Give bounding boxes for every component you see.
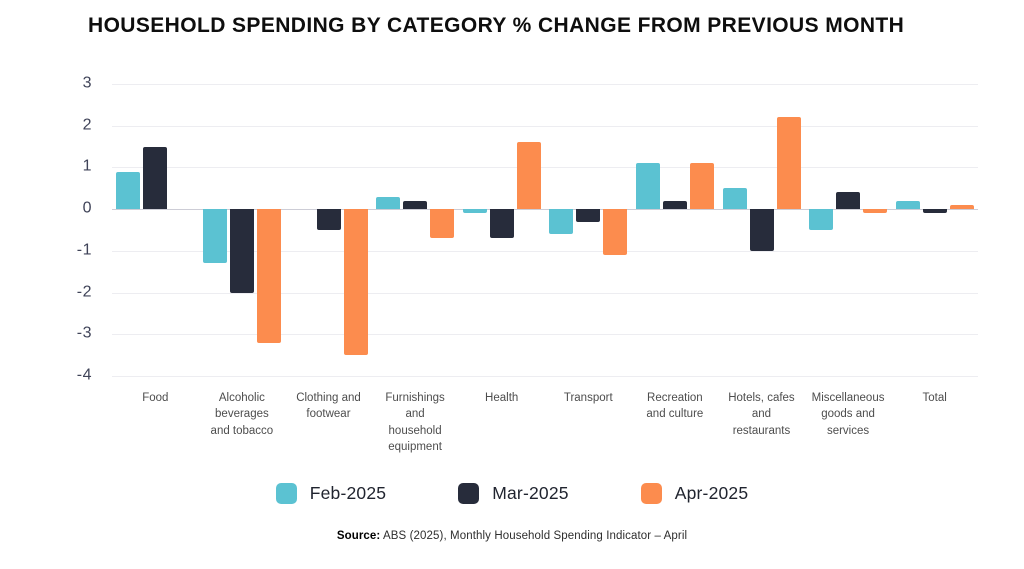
source-text: ABS (2025), Monthly Household Spending I… bbox=[380, 530, 688, 542]
x-axis-label-miscellaneous-goods-and-services: Miscellaneous goods and services bbox=[811, 392, 885, 437]
y-tick-label: 0 bbox=[82, 199, 92, 217]
bar-feb-2025-alcoholic-beverages-and-tobacco bbox=[202, 209, 227, 264]
y-tick-label: 1 bbox=[82, 158, 92, 176]
legend-swatch-mar-2025 bbox=[458, 483, 480, 504]
bar-feb-2025-recreation-and-culture bbox=[635, 163, 660, 210]
bar-feb-2025-hotels-cafes-and-restaurants bbox=[722, 188, 747, 210]
gridline bbox=[112, 125, 978, 127]
y-axis: 3 2 1 0 -1 -2 -3 -4 bbox=[52, 75, 102, 384]
bar-apr-2025-recreation-and-culture bbox=[689, 163, 714, 210]
y-tick-label: 2 bbox=[82, 116, 92, 134]
source-label: Source: bbox=[336, 530, 381, 542]
legend-swatch-apr-2025 bbox=[640, 483, 662, 504]
x-axis-label-health: Health bbox=[485, 392, 519, 404]
bar-apr-2025-miscellaneous-goods-and-services bbox=[863, 209, 888, 214]
bar-feb-2025-miscellaneous-goods-and-services bbox=[809, 209, 834, 230]
bar-mar-2025-health bbox=[489, 209, 514, 239]
gridline bbox=[112, 250, 978, 252]
bar-apr-2025-alcoholic-beverages-and-tobacco bbox=[256, 209, 281, 343]
x-axis-label-hotels-cafes-and-restaurants: Hotels, cafes and restaurants bbox=[728, 392, 795, 437]
x-axis-label-transport: Transport bbox=[563, 392, 613, 404]
chart-title: HOUSEHOLD SPENDING BY CATEGORY % CHANGE … bbox=[88, 14, 905, 37]
legend-item-feb-2025: Feb-2025 bbox=[275, 483, 387, 504]
y-tick-label: -4 bbox=[76, 366, 92, 384]
legend-swatch-feb-2025 bbox=[275, 483, 297, 504]
bar-mar-2025-clothing-and-footwear bbox=[316, 209, 341, 230]
gridline bbox=[112, 167, 978, 169]
gridline bbox=[112, 84, 978, 85]
bar-mar-2025-hotels-cafes-and-restaurants bbox=[749, 209, 774, 251]
legend-item-mar-2025: Mar-2025 bbox=[458, 483, 569, 504]
x-axis-label-total: Total bbox=[922, 392, 947, 404]
bar-feb-2025-transport bbox=[549, 209, 574, 235]
y-tick-label: -3 bbox=[76, 324, 92, 342]
bar-mar-2025-miscellaneous-goods-and-services bbox=[836, 192, 861, 210]
y-tick-label: -1 bbox=[76, 241, 92, 259]
bar-mar-2025-transport bbox=[576, 209, 601, 222]
gridline bbox=[112, 334, 978, 336]
y-tick-label: -2 bbox=[76, 283, 92, 301]
x-axis-label-recreation-and-culture: Recreation and culture bbox=[646, 392, 704, 421]
plot-area bbox=[112, 84, 978, 377]
legend-label-feb-2025: Feb-2025 bbox=[309, 483, 387, 503]
bar-mar-2025-total bbox=[922, 209, 947, 214]
bar-mar-2025-alcoholic-beverages-and-tobacco bbox=[229, 209, 254, 293]
x-axis-label-food: Food bbox=[142, 392, 169, 404]
bar-apr-2025-health bbox=[516, 142, 541, 210]
bar-mar-2025-food bbox=[143, 146, 168, 210]
bar-feb-2025-health bbox=[462, 209, 487, 214]
bar-mar-2025-furnishings-and-household-equipment bbox=[403, 200, 428, 210]
legend-label-mar-2025: Mar-2025 bbox=[492, 483, 569, 503]
bar-mar-2025-recreation-and-culture bbox=[662, 200, 687, 210]
bar-apr-2025-furnishings-and-household-equipment bbox=[430, 209, 455, 239]
legend: Feb-2025 Mar-2025 Apr-2025 bbox=[0, 483, 1024, 504]
y-tick-label: 3 bbox=[82, 74, 92, 92]
x-axis-label-clothing-and-footwear: Clothing and footwear bbox=[296, 392, 361, 421]
x-axis-label-alcoholic-beverages-and-tobacco: Alcoholic beverages and tobacco bbox=[210, 392, 274, 437]
bar-apr-2025-hotels-cafes-and-restaurants bbox=[776, 117, 801, 210]
bar-apr-2025-transport bbox=[603, 209, 628, 256]
gridline bbox=[112, 292, 978, 294]
legend-label-apr-2025: Apr-2025 bbox=[674, 483, 749, 503]
x-axis-labels: Food Alcoholic beverages and tobacco Clothin… bbox=[112, 390, 978, 455]
bar-feb-2025-food bbox=[116, 171, 141, 210]
gridline bbox=[112, 376, 978, 377]
bar-apr-2025-total bbox=[949, 204, 974, 210]
legend-item-apr-2025: Apr-2025 bbox=[640, 483, 749, 504]
x-axis-label-furnishings-and-household-equipment: Furnishings and household equipment bbox=[385, 392, 445, 453]
gridline-zero bbox=[112, 209, 978, 211]
bar-feb-2025-furnishings-and-household-equipment bbox=[376, 196, 401, 210]
bar-feb-2025-total bbox=[895, 200, 920, 210]
bar-apr-2025-clothing-and-footwear bbox=[343, 209, 368, 356]
source-note: Source: ABS (2025), Monthly Household Sp… bbox=[0, 530, 1024, 542]
